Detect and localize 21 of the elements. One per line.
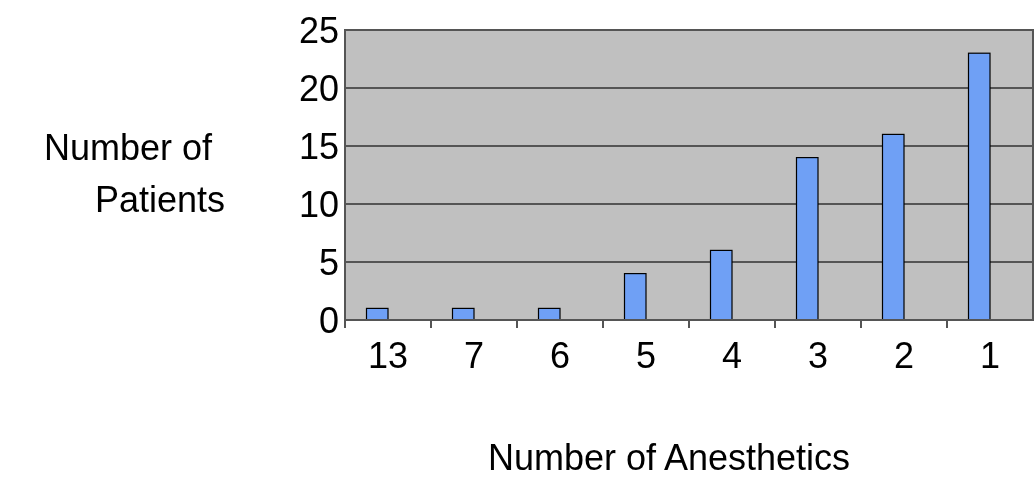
y-tick-label: 25 <box>298 9 339 51</box>
bar <box>709 249 733 321</box>
x-tick-label: 1 <box>979 335 1001 376</box>
bar <box>967 52 991 321</box>
x-axis-title: Number of Anesthetics <box>487 437 851 478</box>
bar <box>795 157 819 321</box>
y-tick-label: 20 <box>298 67 339 109</box>
x-tick-label: 3 <box>807 335 829 376</box>
y-tick-label: 5 <box>318 241 339 283</box>
bar <box>623 273 647 321</box>
y-tick-label: 0 <box>318 299 339 341</box>
y-tick-label: 10 <box>298 183 339 225</box>
y-axis-title: Number of Patients <box>43 127 226 220</box>
x-tick-label: 6 <box>549 335 571 376</box>
x-tick-label: 2 <box>893 335 915 376</box>
x-tick-label: 7 <box>463 335 485 376</box>
x-tick-label: 4 <box>721 335 743 376</box>
x-tick-label: 13 <box>367 335 409 376</box>
x-tick-label: 5 <box>635 335 657 376</box>
bar <box>881 133 905 321</box>
y-tick-label: 15 <box>298 125 339 167</box>
